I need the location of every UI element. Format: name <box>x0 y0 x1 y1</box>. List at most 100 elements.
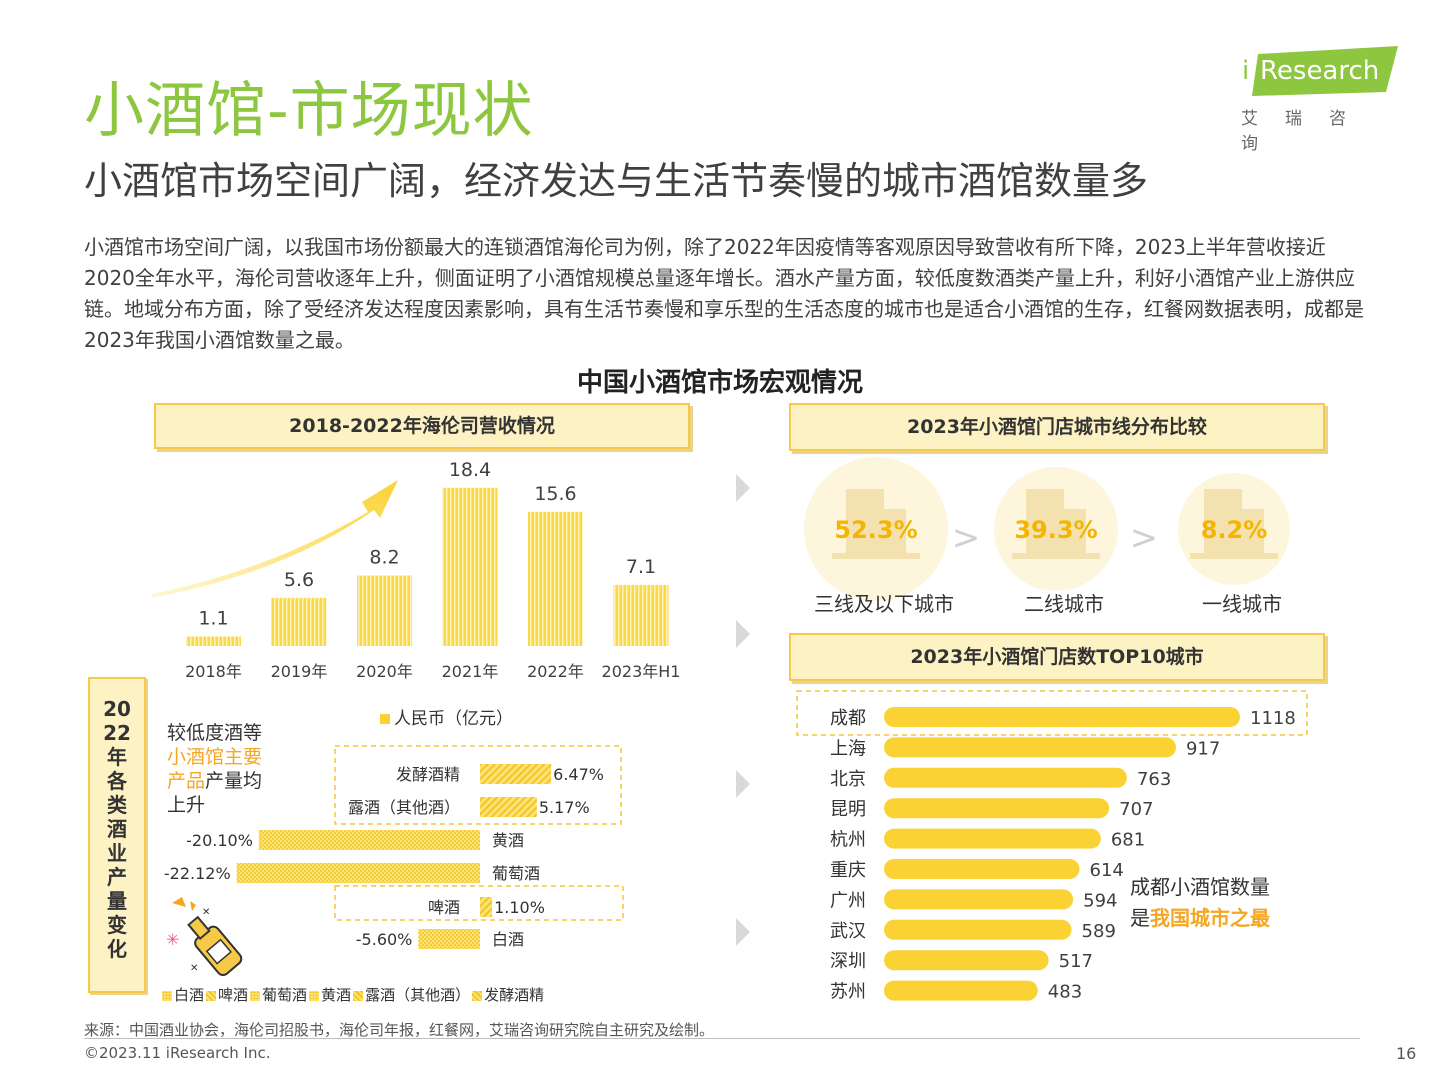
city-bar <box>884 798 1110 819</box>
liquor-category-label: 发酵酒精 <box>396 765 460 784</box>
city-bar <box>884 828 1101 849</box>
beer-frame <box>334 885 624 921</box>
page-number: 16 <box>1396 1044 1417 1063</box>
liquor-category-label: 露酒（其他酒） <box>348 798 460 817</box>
legend-swatch <box>472 990 483 1001</box>
liquor-value-label: -22.12% <box>164 864 231 883</box>
legend-swatch <box>206 990 217 1001</box>
svg-text:✕: ✕ <box>202 907 210 918</box>
legend-swatch <box>309 990 320 1001</box>
city-value-label: 517 <box>1059 951 1093 972</box>
city-bar <box>884 980 1038 1001</box>
revenue-value-label: 1.1 <box>198 608 228 630</box>
city-label: 北京 <box>830 769 866 790</box>
footer-divider <box>84 1038 1360 1039</box>
liquor-value-label: -5.60% <box>356 930 413 949</box>
positive-group-frame <box>334 745 622 825</box>
revenue-category-label: 2023年H1 <box>602 662 681 681</box>
revenue-bar-chart: 1.1 5.6 8.2 18.4 15.6 7.1 2018年 2019年 2020年 2021… <box>152 460 681 681</box>
top10-bar-chart: 成都 1118 上海 917 北京 763 昆明 707 杭州 681 重庆 614 广州 594 武汉 58… <box>796 690 1308 1003</box>
tier-percent-label: 52.3% <box>834 516 917 544</box>
city-value-label: 763 <box>1137 769 1171 790</box>
top10-annotation: 成都小酒馆数量 是我国城市之最 <box>1130 872 1270 934</box>
liquor-value-label: 5.17% <box>539 798 590 817</box>
city-label: 杭州 <box>830 830 866 851</box>
revenue-bar <box>186 636 241 646</box>
liquor-bar <box>480 764 552 784</box>
arrow-right-icon <box>736 918 750 946</box>
annotation-part3: 产品 <box>167 770 206 792</box>
revenue-chart-header: 2018-2022年海伦司营收情况 <box>154 403 690 449</box>
liquor-output-side-label: 2022年各类酒业产量变化 <box>88 677 146 993</box>
revenue-bar <box>271 597 327 646</box>
city-bar <box>884 707 1240 727</box>
city-bar <box>884 889 1074 910</box>
copyright: ©2023.11 iResearch Inc. <box>84 1044 271 1062</box>
arrow-right-icon <box>736 620 750 648</box>
revenue-value-label: 8.2 <box>369 546 399 568</box>
page-title: 小酒馆-市场现状 <box>84 76 534 146</box>
annotation-part2: 小酒馆主要 <box>167 746 263 768</box>
liquor-value-label: -20.10% <box>186 831 253 850</box>
annotation-line1: 成都小酒馆数量 <box>1130 875 1270 899</box>
revenue-category-label: 2020年 <box>356 662 413 681</box>
tier-percent-label: 8.2% <box>1201 516 1268 544</box>
city-tier-header: 2023年小酒馆门店城市线分布比较 <box>789 403 1325 451</box>
liquor-bar <box>236 863 480 883</box>
liquor-output-chart: 发酵酒精 6.47% 露酒（其他酒） 5.17% 黄酒 -20.10% 葡萄酒 -22.12%… <box>164 745 624 949</box>
city-label: 深圳 <box>830 951 866 972</box>
city-bar <box>884 919 1072 940</box>
highlight-frame <box>796 690 1308 736</box>
city-value-label: 917 <box>1186 738 1220 759</box>
revenue-bar <box>442 487 498 646</box>
city-label: 武汉 <box>830 921 866 942</box>
liquor-category-label: 葡萄酒 <box>492 864 540 883</box>
revenue-bar <box>528 511 583 646</box>
city-value-label: 1118 <box>1250 708 1296 729</box>
city-bar <box>884 737 1176 758</box>
revenue-category-label: 2019年 <box>271 662 328 681</box>
liquor-bar <box>480 797 537 817</box>
svg-text:✳: ✳ <box>166 930 179 949</box>
revenue-bar <box>357 575 412 646</box>
annotation-part1: 较低度酒等 <box>167 722 263 744</box>
revenue-category-label: 2018年 <box>185 662 242 681</box>
greater-than-separator: > <box>952 518 981 558</box>
city-value-label: 707 <box>1119 799 1153 820</box>
annotation-part5: 上升 <box>167 794 206 816</box>
legend-swatch <box>353 990 364 1001</box>
city-bar <box>884 767 1127 788</box>
city-value-label: 589 <box>1082 921 1116 942</box>
revenue-bar <box>613 584 669 646</box>
liquor-bar <box>418 929 480 949</box>
annotation-part4: 产量均 <box>205 770 263 792</box>
revenue-value-label: 18.4 <box>449 460 491 481</box>
building-icon <box>1012 489 1100 559</box>
city-value-label: 681 <box>1111 830 1145 851</box>
city-label: 重庆 <box>830 860 866 881</box>
liquor-legend: 白酒 啤酒 葡萄酒 黄酒 露酒（其他酒） 发酵酒精 <box>160 984 544 1005</box>
city-label: 上海 <box>830 738 866 759</box>
building-icon <box>832 489 920 559</box>
revenue-value-label: 5.6 <box>284 569 314 591</box>
city-label: 昆明 <box>830 799 866 820</box>
city-label: 苏州 <box>830 982 866 1003</box>
source-note: 来源：中国酒业协会，海伦司招股书，海伦司年报，红餐网，艾瑞咨询研究院自主研究及绘… <box>84 1021 715 1039</box>
page-subtitle: 小酒馆市场空间广阔，经济发达与生活节奏慢的城市酒馆数量多 <box>84 159 1149 203</box>
liquor-bar <box>258 830 480 850</box>
legend-label: 葡萄酒 <box>262 986 308 1004</box>
liquor-category-label: 白酒 <box>492 930 524 949</box>
city-bar <box>884 950 1049 971</box>
liquor-annotation: 较低度酒等 小酒馆主要 产品产量均 上升 <box>167 721 262 817</box>
city-value-label: 614 <box>1090 860 1124 881</box>
city-bar <box>884 859 1080 879</box>
legend-swatch <box>162 990 172 1001</box>
logo-chinese: 艾瑞咨询 <box>1241 109 1373 154</box>
arrow-right-icon <box>736 474 750 502</box>
building-icon <box>1190 489 1278 559</box>
revenue-legend-label: 人民币（亿元） <box>394 709 513 729</box>
logo-i: i <box>1242 56 1250 86</box>
revenue-value-label: 7.1 <box>626 556 656 578</box>
revenue-category-label: 2022年 <box>527 662 584 681</box>
svg-text:✕: ✕ <box>190 963 198 974</box>
